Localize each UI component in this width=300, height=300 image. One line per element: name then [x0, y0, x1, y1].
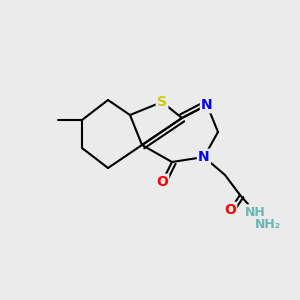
Text: O: O	[156, 175, 168, 189]
Text: O: O	[224, 203, 236, 217]
Text: NH: NH	[244, 206, 266, 218]
Text: NH₂: NH₂	[255, 218, 281, 232]
Text: N: N	[198, 150, 210, 164]
Text: S: S	[157, 95, 167, 109]
Text: N: N	[201, 98, 213, 112]
